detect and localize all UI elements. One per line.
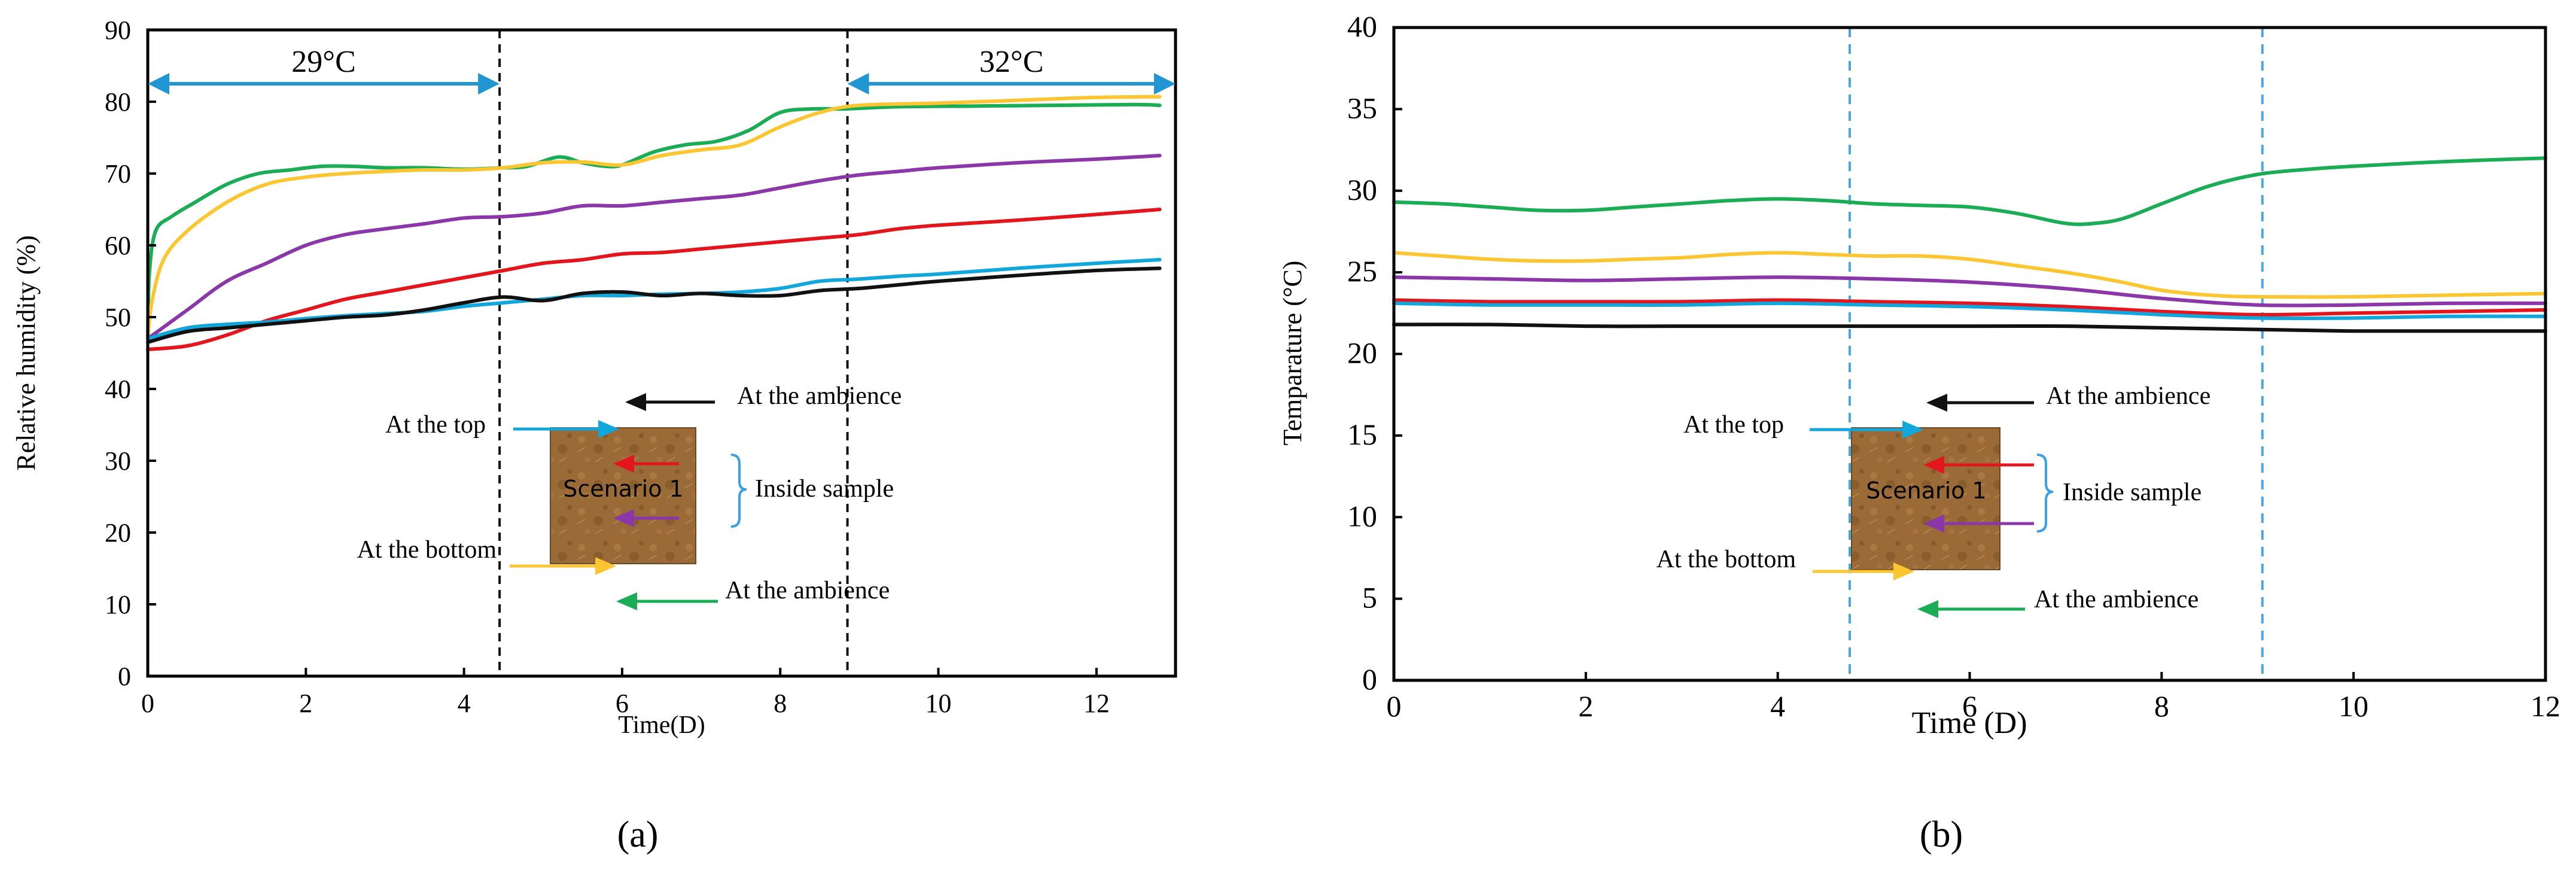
y-tick-label: 15: [1347, 418, 1377, 451]
period-dividers: [1848, 28, 2264, 680]
y-tick-label: 90: [105, 16, 131, 45]
series-line-red: Inside sample (red): [146, 208, 1162, 351]
y-tick-label: 80: [105, 87, 131, 117]
label-bottom: At the bottom: [1657, 546, 1796, 573]
inside-bracket: [730, 454, 747, 528]
label-top: At the top: [385, 411, 486, 439]
y-tick-label: 40: [105, 375, 131, 404]
y-tick-label: 25: [1347, 254, 1377, 288]
x-axis-ticks: 0 2 4 6 8 10 12: [1387, 672, 2560, 723]
scenario-label: Scenario 1: [1866, 477, 1986, 504]
series-line-green: At the ambience (green): [146, 102, 1162, 340]
x-tick-label: 0: [141, 689, 154, 718]
label-inside: Inside sample: [2063, 479, 2202, 506]
y-tick-label: 0: [118, 662, 131, 691]
y-axis-ticks: 0 5 10 15 20 25 30 35 40: [1347, 10, 1402, 696]
inside-bracket: [2036, 454, 2054, 533]
sample-block: [1851, 427, 2000, 570]
y-tick-label: 20: [1347, 336, 1377, 370]
period-dividers: [498, 30, 849, 676]
y-tick-label: 35: [1347, 91, 1377, 124]
x-tick-label: 6: [616, 689, 629, 718]
y-tick-label: 20: [105, 518, 131, 547]
x-tick-label: 4: [458, 689, 471, 718]
series-line-cyan: At the top (cyan): [146, 258, 1162, 340]
x-tick-label: 12: [1083, 689, 1110, 718]
sample-block: [550, 427, 696, 564]
series-line-yellow: At the bottom (yellow): [146, 95, 1162, 340]
series-line-purple: Inside sample (purple): [1392, 275, 2547, 308]
y-axis-ticks: 0 10 20 30 40 50 60 70 80 90: [105, 16, 156, 691]
x-tick-label: 10: [2339, 689, 2368, 723]
x-tick-label: 0: [1387, 689, 1402, 723]
series-line-black: At the ambience (black): [146, 266, 1162, 344]
series-lines: At the ambience (green) At the bottom (ye…: [1392, 156, 2547, 333]
x-tick-label: 8: [774, 689, 787, 718]
plot-frame: [1392, 26, 2547, 682]
label-top: At the top: [1683, 411, 1784, 439]
y-axis-label: Relative humidity (%): [11, 235, 41, 470]
x-tick-label: 10: [925, 689, 952, 718]
series-line-purple: Inside sample (purple): [146, 154, 1162, 340]
period-arrows: 29°C 32°C: [148, 45, 1176, 95]
chart-panel-b: At the ambience (green) At the bottom (ye…: [1278, 10, 2560, 855]
x-axis-label: Time(D): [618, 711, 705, 739]
y-tick-label: 70: [105, 159, 131, 188]
series-line-cyan: At the top (cyan): [1392, 301, 2547, 321]
x-tick-label: 2: [299, 689, 312, 718]
label-inside: Inside sample: [755, 475, 894, 503]
y-tick-label: 0: [1362, 662, 1377, 696]
label-ambience-bottom: At the ambience: [2034, 586, 2199, 613]
y-tick-label: 40: [1347, 10, 1377, 43]
period-label: 32°C: [979, 45, 1043, 79]
y-tick-label: 10: [1347, 499, 1377, 533]
x-axis-ticks: 0 2 4 6 8 10 12: [141, 668, 1110, 718]
label-ambience-bottom: At the ambience: [725, 577, 890, 604]
inset-schematic: Scenario 1 At the top At the bottom At t…: [357, 382, 902, 610]
x-tick-label: 8: [2154, 689, 2169, 723]
y-tick-label: 5: [1362, 581, 1377, 615]
y-tick-label: 30: [105, 446, 131, 476]
panel-label: (b): [1920, 814, 1963, 855]
series-lines: At the ambience (green)At the bottom (ye…: [146, 95, 1162, 351]
series-line-green: At the ambience (green): [1392, 156, 2547, 226]
series-line-black: At the ambience (black): [1392, 323, 2547, 333]
y-tick-label: 50: [105, 303, 131, 332]
y-axis-label: Temparature (°C): [1278, 261, 1307, 446]
y-tick-label: 30: [1347, 173, 1377, 206]
series-line-red: Inside sample (red): [1392, 298, 2547, 317]
y-tick-label: 10: [105, 590, 131, 619]
y-tick-label: 60: [105, 231, 131, 260]
chart-panel-a: At the ambience (green)At the bottom (ye…: [11, 16, 1177, 855]
x-axis-label: Time (D): [1911, 706, 2027, 740]
plot-frame: [146, 28, 1177, 678]
x-tick-label: 12: [2531, 689, 2560, 723]
label-ambience-top: At the ambience: [737, 382, 902, 410]
x-tick-label: 6: [1962, 689, 1977, 723]
x-tick-label: 2: [1578, 689, 1593, 723]
inset-schematic: Scenario 1 At the top At the bottom At t…: [1657, 382, 2210, 618]
scenario-label: Scenario 1: [563, 476, 683, 502]
label-ambience-top: At the ambience: [2046, 382, 2210, 410]
panel-label: (a): [617, 814, 659, 855]
period-label: 29°C: [291, 45, 355, 79]
label-bottom: At the bottom: [357, 536, 497, 564]
series-line-yellow: At the bottom (yellow): [1392, 251, 2547, 299]
x-tick-label: 4: [1770, 689, 1785, 723]
